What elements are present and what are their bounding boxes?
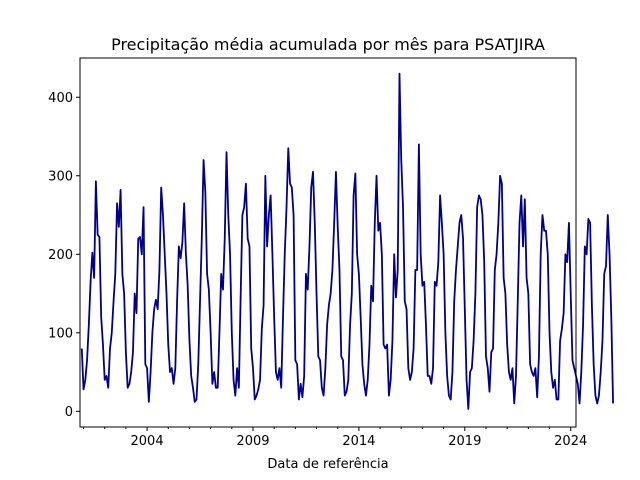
series-line [80, 72, 614, 410]
x-axis-ticks: 2004 2009 2014 2019 2024 [131, 427, 587, 449]
y-tick-label: 100 [48, 326, 73, 341]
y-tick-label: 300 [48, 169, 73, 184]
y-tick-label: 400 [48, 91, 73, 106]
y-axis-ticks: 0 100 200 300 400 [48, 91, 80, 420]
y-tick-label: 200 [48, 248, 73, 263]
x-axis-label: Data de referência [267, 457, 388, 472]
x-tick-label: 2024 [554, 434, 587, 449]
plot-frame [79, 57, 577, 428]
x-tick-label: 2014 [342, 434, 375, 449]
x-tick-label: 2004 [131, 434, 164, 449]
x-tick-label: 2019 [448, 434, 481, 449]
chart-title: Precipitação média acumulada por mês par… [111, 35, 545, 54]
y-tick-label: 0 [65, 405, 73, 420]
x-tick-label: 2009 [236, 434, 269, 449]
